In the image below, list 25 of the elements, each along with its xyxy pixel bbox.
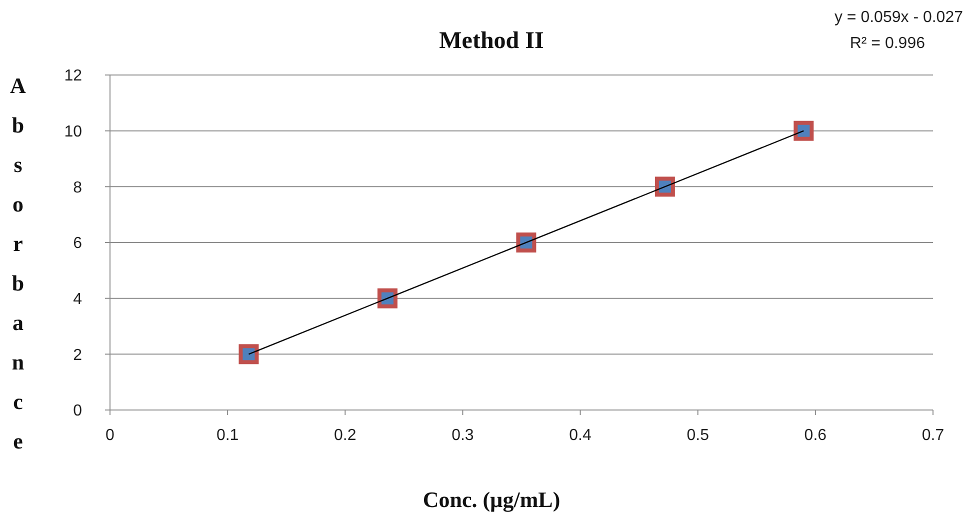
x-tick-label: 0.5	[686, 427, 710, 444]
x-tick-label: 0.3	[452, 427, 474, 444]
y-tick-label: 2	[73, 346, 82, 364]
y-tick-label: 10	[64, 123, 82, 140]
x-tick-label: 0	[106, 427, 115, 444]
x-tick-label: 0.1	[216, 427, 239, 444]
text: Absorbance	[10, 73, 26, 454]
point	[516, 232, 536, 252]
point	[377, 288, 398, 308]
y-tick-label: 8	[73, 179, 82, 196]
point	[794, 120, 814, 141]
point	[654, 176, 675, 197]
text: R² = 0.996	[850, 35, 926, 52]
point	[238, 344, 259, 364]
x-tick-label: 0.2	[334, 427, 356, 444]
chart-title: Method II	[439, 28, 544, 54]
y-tick-label: 6	[73, 235, 82, 252]
y-tick-label: 12	[64, 68, 82, 85]
text: y = 0.059x - 0.027	[834, 9, 964, 26]
x-tick-label: 0.6	[804, 427, 827, 444]
y-tick-label: 0	[73, 402, 82, 420]
x-axis-title: Conc. (µg/mL)	[422, 487, 560, 512]
x-tick-label: 0.4	[569, 427, 592, 444]
y-tick-label: 4	[73, 290, 82, 308]
x-tick-label: 0.7	[922, 427, 944, 444]
